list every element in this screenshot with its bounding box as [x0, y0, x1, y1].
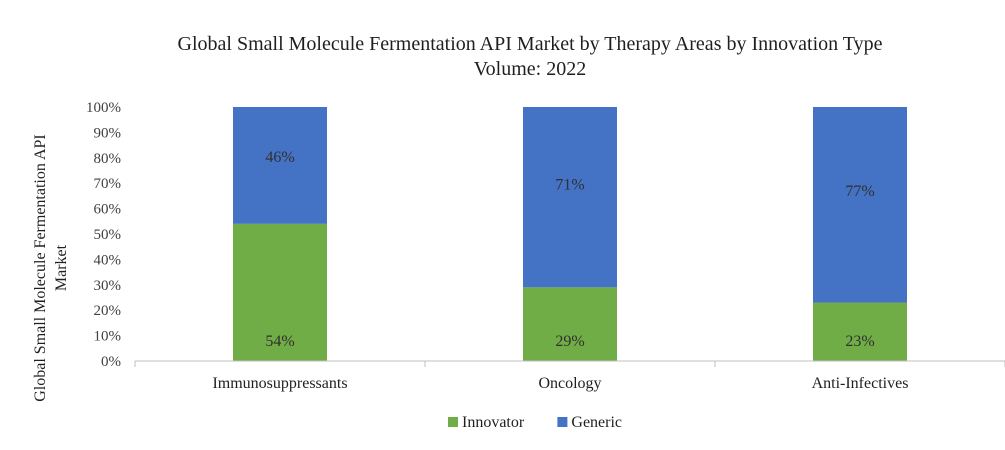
- data-label: 77%: [845, 183, 874, 200]
- y-tick-label: 50%: [94, 227, 122, 243]
- legend: Innovator Generic: [448, 414, 622, 431]
- legend-swatch-innovator: [448, 417, 458, 427]
- bar-segment-innovator: [813, 302, 907, 361]
- legend-label-generic: Generic: [571, 414, 622, 431]
- y-tick-label: 60%: [94, 202, 122, 218]
- x-axis-ticks: [134, 361, 1005, 367]
- legend-swatch-generic: [557, 417, 568, 427]
- data-label: 23%: [845, 333, 874, 350]
- y-axis-label-line1: Global Small Molecule Fermentation API: [32, 134, 49, 402]
- data-label: 54%: [265, 333, 294, 350]
- legend-label-innovator: Innovator: [462, 414, 525, 431]
- data-label: 46%: [265, 149, 294, 166]
- y-tick-label: 70%: [94, 176, 122, 192]
- y-tick-label: 90%: [94, 125, 122, 141]
- plot-area: 54% 46% 29% 71% 23% 77%: [233, 107, 907, 361]
- y-tick-label: 30%: [94, 278, 122, 294]
- y-tick-label: 100%: [86, 100, 121, 116]
- x-axis-category-labels: Immunosuppressants Oncology Anti-Infective…: [212, 375, 908, 392]
- x-category-label: Immunosuppressants: [212, 375, 347, 392]
- data-label: 29%: [555, 333, 584, 350]
- data-label: 71%: [555, 177, 584, 194]
- y-axis-ticks: 0% 10% 20% 30% 40% 50% 60% 70% 80% 90% 100%: [86, 100, 121, 370]
- y-tick-label: 80%: [94, 151, 122, 167]
- bar-segment-innovator: [523, 287, 617, 361]
- y-axis-label-line2: Market: [53, 244, 70, 291]
- y-tick-label: 40%: [94, 252, 122, 268]
- x-category-label: Oncology: [538, 375, 601, 392]
- bar-segment-generic: [813, 107, 907, 303]
- chart-subtitle: Volume: 2022: [474, 58, 586, 80]
- y-tick-label: 10%: [94, 329, 122, 345]
- bar-segment-generic: [233, 107, 327, 224]
- y-tick-label: 0%: [101, 354, 121, 370]
- bar-segment-innovator: [233, 223, 327, 361]
- bar-segment-generic: [523, 107, 617, 288]
- x-category-label: Anti-Infectives: [812, 375, 909, 392]
- chart-title: Global Small Molecule Fermentation API M…: [178, 33, 883, 55]
- y-tick-label: 20%: [94, 303, 122, 319]
